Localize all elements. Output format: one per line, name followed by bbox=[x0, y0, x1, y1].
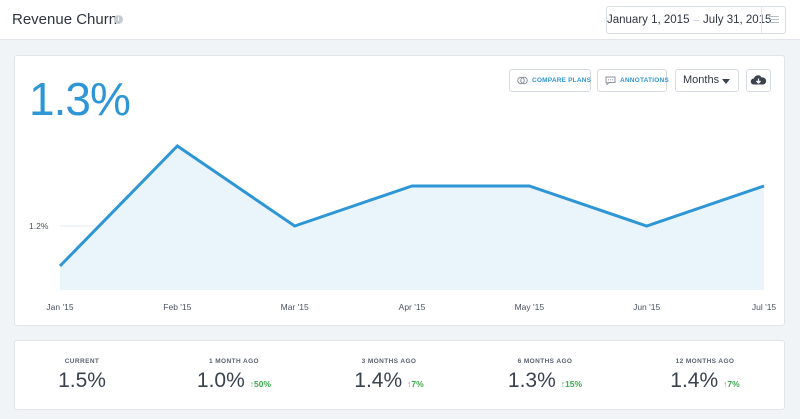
stat-change: ↑7% bbox=[723, 379, 740, 389]
stat-item: 12 MONTHS AGO 1.4% ↑7% bbox=[630, 341, 780, 411]
page-header: Revenue Churn i January 1, 2015– July 31,… bbox=[0, 0, 800, 40]
arrow-up-icon: ↑ bbox=[249, 379, 255, 389]
cloud-download-icon bbox=[750, 75, 767, 85]
stat-label: 6 MONTHS AGO bbox=[517, 358, 573, 365]
stat-change: ↑7% bbox=[407, 379, 424, 389]
x-tick-label: Apr '15 bbox=[399, 302, 426, 312]
date-start: January 1, 2015 bbox=[607, 14, 690, 26]
comment-icon bbox=[605, 76, 616, 85]
date-end: July 31, 2015 bbox=[703, 14, 772, 26]
y-tick-label: 1.2% bbox=[29, 221, 49, 231]
download-button[interactable] bbox=[746, 69, 771, 92]
x-tick-label: May '15 bbox=[515, 302, 545, 312]
arrow-up-icon: ↑ bbox=[560, 379, 566, 389]
current-value: 1.3% bbox=[29, 73, 131, 125]
series-line bbox=[58, 144, 765, 268]
stat-item: 1 MONTH AGO 1.0% ↑50% bbox=[159, 341, 309, 411]
date-range-picker[interactable]: January 1, 2015– July 31, 2015 bbox=[606, 6, 786, 34]
stat-change: ↑50% bbox=[249, 379, 272, 389]
x-tick-label: Jul '15 bbox=[752, 302, 777, 312]
stat-value: 1.3% bbox=[507, 369, 556, 392]
stat-label: CURRENT bbox=[64, 358, 100, 365]
annotations-label: ANNOTATIONS bbox=[620, 77, 669, 84]
x-tick-label: Jan '15 bbox=[46, 302, 73, 312]
compare-icon bbox=[517, 76, 528, 85]
arrow-up-icon: ↑ bbox=[723, 379, 728, 389]
menu-icon[interactable] bbox=[761, 7, 785, 33]
stat-label: 12 MONTHS AGO bbox=[675, 358, 735, 365]
annotations-button[interactable]: ANNOTATIONS bbox=[597, 69, 669, 92]
interval-select[interactable]: Months bbox=[675, 69, 739, 92]
page-title: Revenue Churn bbox=[12, 11, 118, 28]
date-separator: – bbox=[693, 15, 700, 26]
stat-item: 6 MONTHS AGO 1.3% ↑15% bbox=[470, 341, 620, 411]
stats-summary-card: CURRENT 1.5% 1 MONTH AGO 1.0% ↑50% 3 MONTHS A… bbox=[14, 340, 785, 410]
stat-change: ↑15% bbox=[560, 379, 583, 389]
stat-value: 1.5% bbox=[58, 369, 106, 392]
compare-plans-button[interactable]: COMPARE PLANS bbox=[509, 69, 591, 92]
stat-label: 1 MONTH AGO bbox=[208, 358, 260, 365]
stat-value: 1.4% bbox=[354, 369, 403, 392]
x-tick-label: Jun '15 bbox=[633, 302, 660, 312]
area-fill bbox=[60, 146, 764, 290]
arrow-up-icon: ↑ bbox=[407, 379, 412, 389]
info-icon[interactable]: i bbox=[114, 15, 123, 24]
compare-plans-label: COMPARE PLANS bbox=[532, 77, 592, 84]
stat-item: CURRENT 1.5% bbox=[7, 341, 157, 411]
stat-item: 3 MONTHS AGO 1.4% ↑7% bbox=[314, 341, 464, 411]
stat-value: 1.4% bbox=[670, 369, 719, 392]
stat-value: 1.0% bbox=[196, 369, 245, 392]
x-tick-label: Feb '15 bbox=[163, 302, 191, 312]
line-chart: 1.2% Jan '15 Feb '15 Mar '15 Apr '15 May '15 J… bbox=[29, 144, 777, 312]
date-range-text[interactable]: January 1, 2015– July 31, 2015 bbox=[607, 7, 771, 33]
chevron-down-icon bbox=[722, 79, 730, 84]
stat-label: 3 MONTHS AGO bbox=[361, 358, 417, 365]
interval-select-value: Months bbox=[683, 74, 720, 86]
x-tick-label: Mar '15 bbox=[281, 302, 309, 312]
revenue-churn-chart-card: 1.3% COMPARE PLANS ANNOTATIONS Months 1.… bbox=[14, 55, 785, 326]
